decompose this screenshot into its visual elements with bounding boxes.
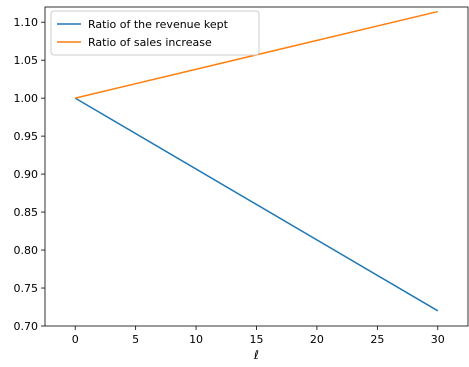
y-tick-label: 1.00: [14, 92, 39, 105]
axis-ticks: 0 5 10 15 20 25 30 0.70 0.75 0.80 0.85 0.90 0.95 1.00…: [14, 16, 445, 346]
legend-box: [50, 10, 260, 56]
y-tick-label: 1.05: [14, 54, 39, 67]
y-tick-label: 0.85: [14, 206, 39, 219]
x-tick-label: 15: [250, 333, 264, 346]
legend: Ratio of the revenue kept Ratio of sales …: [50, 10, 260, 56]
x-tick-label: 20: [310, 333, 324, 346]
plot-frame: [44, 6, 469, 327]
x-tick-label: 0: [72, 333, 79, 346]
y-tick-label: 0.95: [14, 130, 39, 143]
series-line-0: [74, 97, 439, 312]
x-tick-label: 30: [431, 333, 445, 346]
y-tick-label: 0.75: [14, 282, 39, 295]
legend-label-1: Ratio of sales increase: [88, 36, 212, 49]
y-tick-label: 0.90: [14, 168, 39, 181]
x-tick-label: 10: [189, 333, 203, 346]
legend-label-0: Ratio of the revenue kept: [88, 18, 229, 31]
y-tick-label: 1.10: [14, 16, 39, 29]
y-tick-label: 0.70: [14, 320, 39, 333]
x-tick-label: 25: [370, 333, 384, 346]
y-tick-label: 0.80: [14, 244, 39, 257]
x-tick-label: 5: [132, 333, 139, 346]
series-lines: [74, 10, 439, 312]
x-axis-label: ℓ: [253, 348, 259, 362]
